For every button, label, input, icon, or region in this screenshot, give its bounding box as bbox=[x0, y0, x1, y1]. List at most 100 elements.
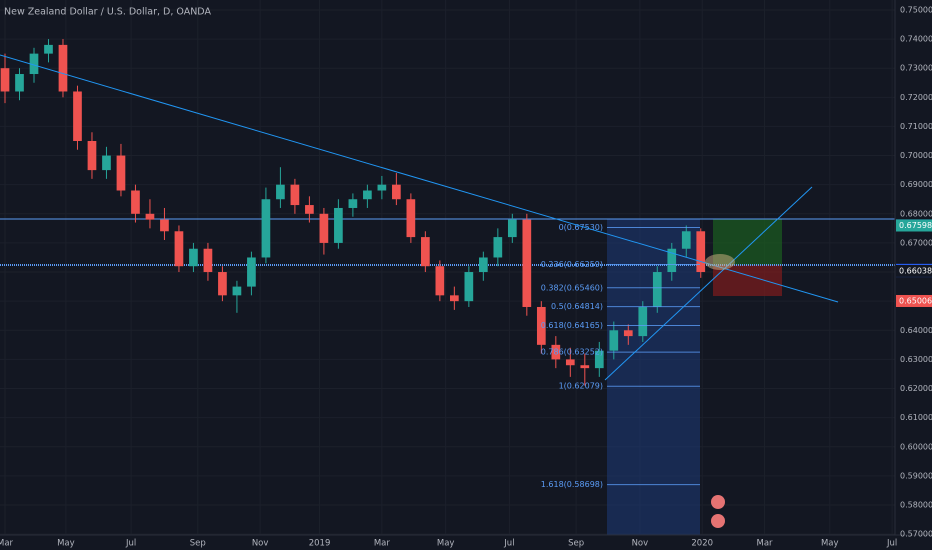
event-icon[interactable] bbox=[711, 495, 725, 509]
candle-body bbox=[464, 272, 474, 302]
x-tick-label: May bbox=[821, 539, 839, 549]
candle-body bbox=[478, 257, 488, 273]
candle-body bbox=[594, 350, 604, 369]
candle-body bbox=[580, 365, 590, 369]
y-tick-label: 0.68000 bbox=[900, 209, 932, 218]
fib-label: 1.618(0.58698) bbox=[541, 480, 603, 489]
candle-body bbox=[421, 237, 430, 267]
candle-body bbox=[160, 219, 169, 232]
candle-body bbox=[450, 295, 459, 302]
x-tick-label: Jul bbox=[503, 539, 514, 549]
grid bbox=[0, 0, 895, 535]
y-tick-label: 0.69000 bbox=[900, 180, 932, 189]
fib-label: 0.5(0.64814) bbox=[551, 302, 603, 311]
fib-label: 0.618(0.64165) bbox=[541, 321, 603, 330]
candle-body bbox=[305, 205, 314, 214]
x-tick-label: May bbox=[437, 539, 455, 549]
candle-body bbox=[348, 199, 358, 208]
price-marker bbox=[896, 219, 932, 232]
y-tick-label: 0.61000 bbox=[900, 413, 932, 422]
candle-body bbox=[102, 155, 111, 171]
highlight-ellipse bbox=[705, 254, 735, 270]
price-marker bbox=[896, 264, 932, 277]
x-tick-label: Jul bbox=[125, 539, 136, 549]
candle-body bbox=[565, 359, 575, 366]
y-tick-label: 0.60000 bbox=[900, 442, 932, 451]
x-tick-label: Jul bbox=[886, 539, 897, 549]
event-icon[interactable] bbox=[711, 514, 725, 528]
date-range-box bbox=[607, 219, 700, 535]
x-tick-label: Mar bbox=[374, 539, 391, 549]
y-tick-label: 0.75000 bbox=[900, 5, 932, 14]
candle-body bbox=[15, 74, 24, 92]
candle-body bbox=[493, 237, 503, 258]
candle-body bbox=[551, 344, 561, 360]
y-tick-label: 0.71000 bbox=[900, 122, 932, 131]
trend-line bbox=[604, 186, 813, 381]
price-marker-label: 0.66038 bbox=[899, 266, 932, 275]
x-tick-label: Mar bbox=[757, 539, 774, 549]
price-marker-label: 0.65006 bbox=[899, 296, 932, 305]
fib-label: 0.786(0.63252) bbox=[541, 348, 603, 357]
x-tick-label: May bbox=[57, 539, 75, 549]
candle-body bbox=[638, 306, 648, 337]
candle-body bbox=[189, 248, 198, 267]
y-tick-label: 0.67000 bbox=[900, 238, 932, 247]
candle-body bbox=[652, 272, 662, 307]
candle-body bbox=[174, 231, 184, 267]
candle-body bbox=[73, 91, 82, 141]
y-tick-label: 0.72000 bbox=[900, 93, 932, 102]
candle-body bbox=[696, 231, 706, 273]
candle-body bbox=[507, 219, 517, 238]
candle-body bbox=[232, 286, 242, 296]
candle-body bbox=[29, 53, 39, 75]
candle-body bbox=[247, 257, 256, 287]
candle-body bbox=[435, 266, 445, 296]
y-tick-label: 0.58000 bbox=[900, 501, 932, 510]
x-tick-label: Nov bbox=[632, 539, 649, 549]
y-tick-label: 0.57000 bbox=[900, 530, 932, 539]
axes: 0.75000 0.74000 0.73000 0.72000 0.71000 0.700… bbox=[0, 5, 932, 549]
candles: 0(0.67530) 0.236(0.66259) 0.382(0.65460) 0.… bbox=[0, 39, 706, 489]
x-tick-label: Sep bbox=[568, 539, 584, 549]
candle-body bbox=[116, 155, 126, 191]
candle-body bbox=[536, 306, 546, 345]
chart-title: New Zealand Dollar / U.S. Dollar, D, OAN… bbox=[4, 7, 211, 18]
candle-body bbox=[667, 248, 677, 273]
y-tick-label: 0.62000 bbox=[900, 384, 932, 393]
candle-body bbox=[44, 44, 53, 54]
candle-body bbox=[681, 231, 691, 249]
candle-body bbox=[131, 190, 140, 214]
trend-line bbox=[0, 54, 839, 303]
x-tick-label: 2019 bbox=[309, 539, 331, 549]
candle-body bbox=[87, 140, 97, 171]
y-tick-label: 0.73000 bbox=[900, 64, 932, 73]
candle-body bbox=[522, 219, 532, 307]
candle-body bbox=[276, 184, 285, 200]
loss-zone bbox=[713, 265, 782, 296]
candle-body bbox=[377, 184, 387, 191]
y-tick-label: 0.59000 bbox=[900, 471, 932, 480]
candle-body bbox=[319, 213, 329, 243]
candle-body bbox=[58, 44, 68, 92]
candle-body bbox=[392, 184, 401, 200]
candle-body bbox=[145, 213, 155, 220]
x-tick-label: Sep bbox=[190, 539, 206, 549]
price-marker bbox=[896, 294, 932, 307]
fib-label: 0.236(0.66259) bbox=[541, 260, 603, 269]
candle-body bbox=[406, 199, 416, 238]
candle-body bbox=[0, 68, 10, 92]
candle-body bbox=[290, 184, 300, 206]
fib-label: 1(0.62079) bbox=[559, 382, 603, 391]
fib-label: 0.382(0.65460) bbox=[541, 283, 603, 292]
candle-body bbox=[261, 199, 271, 258]
candle-body bbox=[218, 272, 227, 296]
candle-body bbox=[363, 190, 372, 200]
y-tick-label: 0.70000 bbox=[900, 151, 932, 160]
y-tick-label: 0.74000 bbox=[900, 35, 932, 44]
candle-body bbox=[203, 248, 213, 273]
y-tick-label: 0.63000 bbox=[900, 355, 932, 364]
candle-body bbox=[609, 330, 619, 351]
price-marker-label: 0.67598 bbox=[899, 221, 932, 230]
